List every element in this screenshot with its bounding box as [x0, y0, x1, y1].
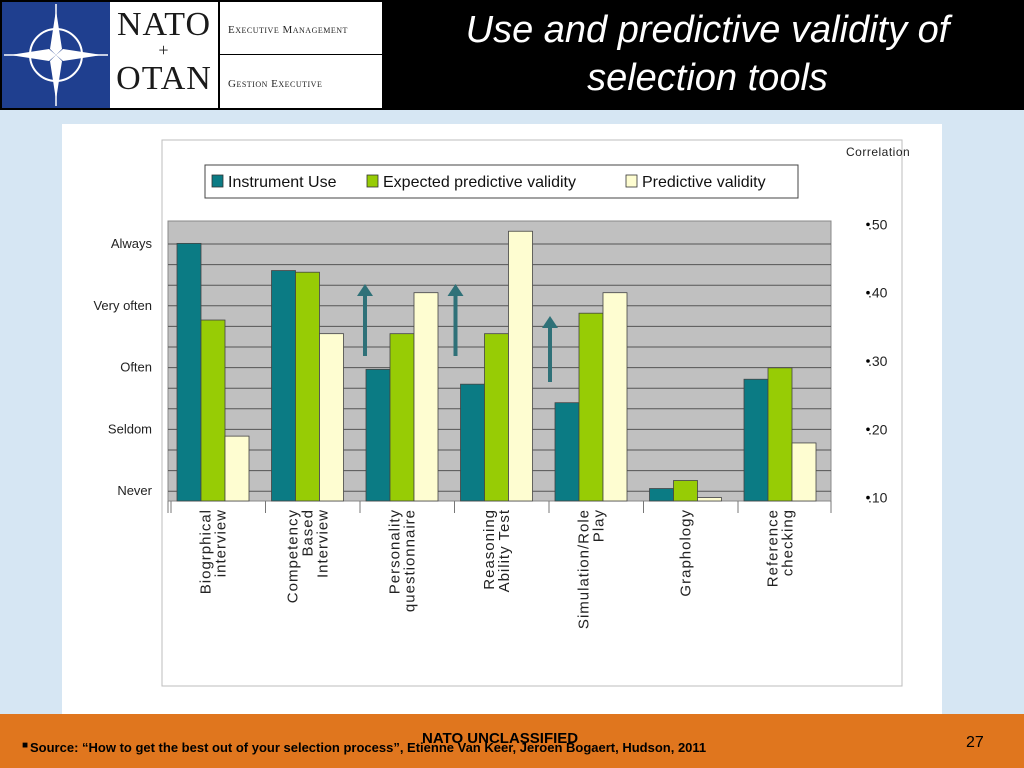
- slide-title: Use and predictive validity of selection…: [395, 6, 1020, 102]
- title-line-1: Use and predictive validity of: [465, 9, 950, 51]
- otan-text: OTAN: [116, 60, 212, 97]
- bar: [295, 271, 320, 502]
- bar: [673, 480, 698, 502]
- legend-label-2: Expected predictive validity: [383, 174, 576, 191]
- right-tick-label: .10: [868, 490, 888, 506]
- left-tick-label: Very often: [93, 298, 152, 313]
- bar: [224, 435, 250, 502]
- legend-label-3: Predictive validity: [642, 174, 766, 191]
- bar: [578, 312, 604, 502]
- category-label: Reasoning: [481, 509, 498, 590]
- right-tick-dot: [866, 290, 870, 295]
- bar: [365, 368, 391, 502]
- bar: [602, 292, 628, 502]
- category-label: Ability Test: [496, 509, 513, 592]
- bar: [389, 333, 415, 502]
- bar: [484, 333, 509, 502]
- bar: [271, 270, 296, 502]
- legend-box: [204, 164, 799, 199]
- unit-name-fr: Gestion Executive: [228, 78, 323, 90]
- bar: [767, 367, 793, 502]
- right-tick-label: .20: [868, 421, 888, 437]
- category-label: interview: [213, 509, 230, 577]
- category-label: checking: [780, 509, 797, 576]
- footer-bar: NATO UNCLASSIFIED ■ Source: “How to get …: [0, 714, 1024, 768]
- category-label: Simulation/Role: [576, 509, 593, 629]
- category-label: Interview: [315, 509, 332, 578]
- unit-name-en: Executive Management: [228, 24, 348, 36]
- bar: [319, 333, 344, 502]
- header-bar: NATO + OTAN Executive Management Gestion…: [0, 0, 1024, 110]
- left-tick-label: Seldom: [108, 421, 152, 436]
- category-label: Competency: [285, 509, 302, 603]
- category-label-group: Graphology: [678, 509, 695, 597]
- unit-name-box: Executive Management Gestion Executive: [220, 2, 382, 108]
- bar: [200, 319, 226, 502]
- left-tick-label: Always: [111, 236, 153, 251]
- bar: [649, 488, 674, 502]
- legend-swatch-3: [625, 174, 638, 188]
- category-label: Play: [591, 509, 608, 542]
- bar: [743, 378, 769, 502]
- bar: [460, 383, 485, 502]
- unit-divider: [220, 54, 382, 55]
- classification-label: NATO UNCLASSIFIED: [422, 730, 579, 747]
- bar: [413, 292, 439, 502]
- nato-star-logo: [2, 2, 110, 108]
- up-arrow-head: [357, 284, 373, 296]
- left-tick-label: Never: [117, 483, 152, 498]
- title-line-2: selection tools: [587, 57, 828, 99]
- bar-chart: Never Seldom Often Very often Always Correlat…: [93, 139, 910, 687]
- nato-otan-wordmark: NATO + OTAN: [110, 2, 218, 108]
- right-tick-dot: [866, 359, 870, 363]
- right-axis-label: Correlation: [846, 145, 910, 159]
- right-tick-label: .40: [868, 285, 888, 301]
- right-tick-label: .30: [868, 353, 888, 369]
- bar: [554, 402, 580, 502]
- bar: [791, 442, 817, 502]
- chart-area-frame: [161, 139, 903, 687]
- right-tick-dot: [866, 495, 870, 500]
- bar: [176, 242, 202, 502]
- category-label: Reference: [765, 509, 782, 587]
- bar: [508, 230, 533, 502]
- nato-plus: +: [158, 40, 170, 60]
- source-citation: Source: “How to get the best out of your…: [30, 740, 707, 755]
- legend-swatch-2: [366, 174, 379, 188]
- page-number: 27: [966, 734, 984, 751]
- legend-label-1: Instrument Use: [228, 174, 337, 191]
- up-arrow-head: [447, 284, 464, 296]
- category-label: questionnaire: [402, 509, 419, 612]
- category-label: Graphology: [678, 509, 695, 597]
- bar: [697, 497, 722, 502]
- chart-panel: Never Seldom Often Very often Always Correlat…: [62, 124, 942, 714]
- source-bullet: ■: [22, 740, 29, 751]
- nato-text: NATO: [116, 6, 212, 43]
- right-tick-dot: [866, 222, 870, 227]
- right-tick-label: .50: [868, 216, 888, 232]
- category-label: Personality: [387, 509, 404, 594]
- up-arrow-head: [542, 316, 558, 328]
- category-label: Based: [300, 509, 317, 557]
- compass-star-icon: [4, 4, 108, 106]
- left-tick-label: Often: [120, 360, 152, 375]
- legend-swatch-1: [211, 174, 224, 188]
- right-tick-dot: [866, 427, 870, 432]
- category-label: Biogrphical: [198, 509, 215, 594]
